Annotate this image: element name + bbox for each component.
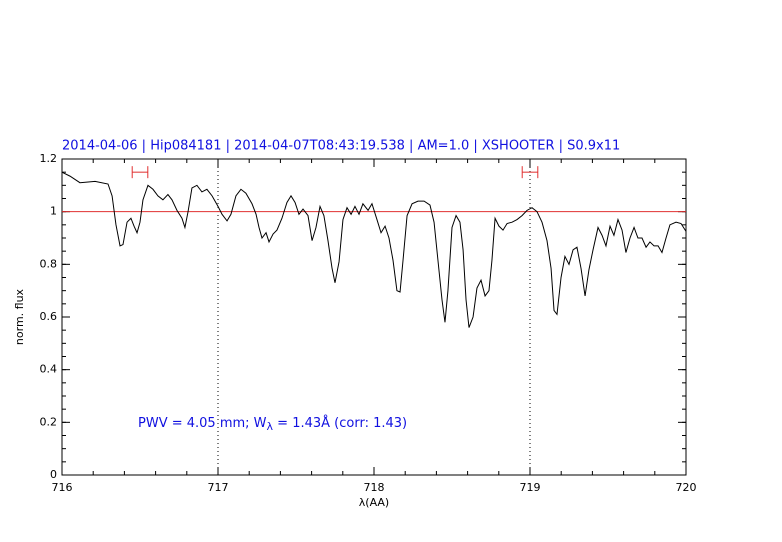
x-tick-label: 720 [676, 481, 697, 494]
spectrum-line [61, 171, 687, 328]
x-tick-label: 717 [208, 481, 229, 494]
y-tick-label: 0.6 [40, 310, 58, 323]
y-tick-label: 0 [50, 468, 57, 481]
annotation-text: PWV = 4.05 mm; W [138, 416, 267, 431]
y-axis-label: norm. flux [13, 288, 26, 345]
y-tick-label: 0.8 [40, 257, 58, 270]
y-tick-label: 1 [50, 205, 57, 218]
x-axis-label: λ(AA) [359, 496, 389, 509]
y-tick-label: 0.2 [40, 415, 58, 428]
x-tick-label: 718 [364, 481, 385, 494]
annotation: PWV = 4.05 mm; Wλ = 1.43Å (corr: 1.43) [138, 415, 407, 434]
x-tick-label: 716 [52, 481, 73, 494]
y-tick-label: 0.4 [40, 363, 58, 376]
y-tick-label: 1.2 [40, 152, 58, 165]
x-tick-label: 719 [520, 481, 541, 494]
annotation-text: = 1.43Å (corr: 1.43) [273, 415, 407, 431]
chart-title: 2014-04-06 | Hip084181 | 2014-04-07T08:4… [62, 139, 620, 154]
annotation-subscript: λ [267, 420, 274, 433]
